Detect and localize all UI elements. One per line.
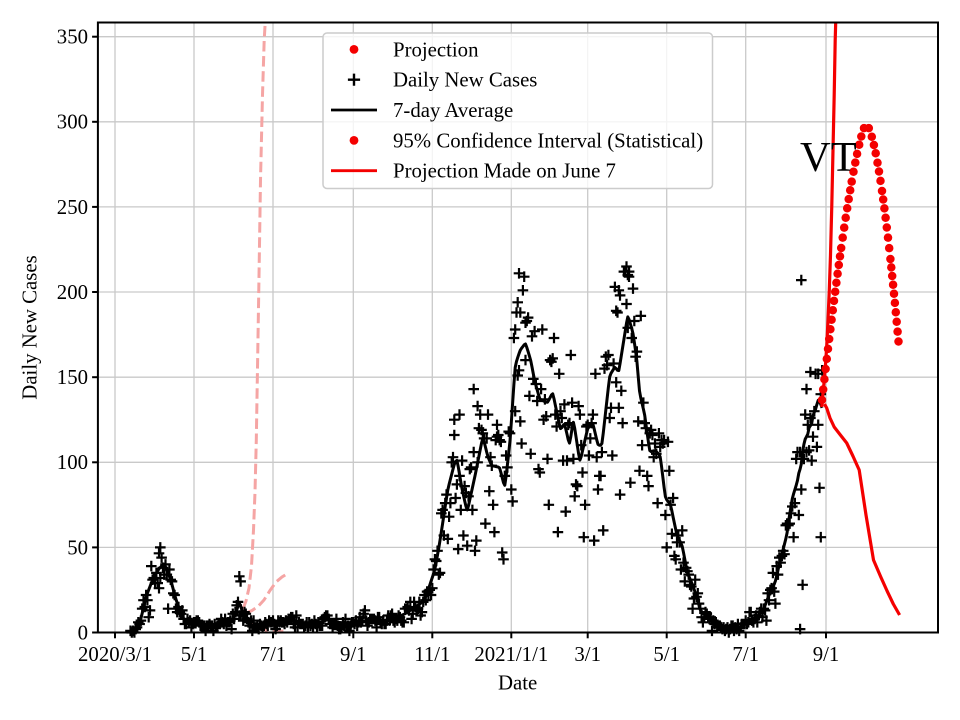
svg-text:100: 100 <box>57 451 88 474</box>
svg-text:3/1: 3/1 <box>574 643 601 666</box>
svg-text:5/1: 5/1 <box>181 643 208 666</box>
svg-text:95% Confidence Interval (Stati: 95% Confidence Interval (Statistical) <box>393 129 703 152</box>
svg-text:Daily New Cases: Daily New Cases <box>393 69 537 92</box>
svg-text:7/1: 7/1 <box>732 643 759 666</box>
svg-text:0: 0 <box>78 621 88 644</box>
svg-text:Projection: Projection <box>393 38 479 61</box>
svg-text:2020/3/1: 2020/3/1 <box>78 643 152 666</box>
svg-text:Daily New Cases: Daily New Cases <box>19 255 42 399</box>
svg-text:350: 350 <box>57 26 88 49</box>
svg-text:50: 50 <box>67 536 88 559</box>
svg-text:2021/1/1: 2021/1/1 <box>474 643 548 666</box>
svg-text:Projection Made on June 7: Projection Made on June 7 <box>393 160 616 183</box>
svg-text:VT: VT <box>800 134 857 181</box>
svg-text:250: 250 <box>57 196 88 219</box>
svg-text:5/1: 5/1 <box>653 643 680 666</box>
svg-text:7/1: 7/1 <box>260 643 287 666</box>
svg-text:150: 150 <box>57 366 88 389</box>
svg-text:Date: Date <box>498 672 537 695</box>
svg-text:9/1: 9/1 <box>813 643 840 666</box>
svg-text:7-day Average: 7-day Average <box>393 99 513 122</box>
svg-text:11/1: 11/1 <box>414 643 450 666</box>
svg-text:9/1: 9/1 <box>340 643 367 666</box>
svg-text:200: 200 <box>57 281 88 304</box>
svg-text:300: 300 <box>57 111 88 134</box>
